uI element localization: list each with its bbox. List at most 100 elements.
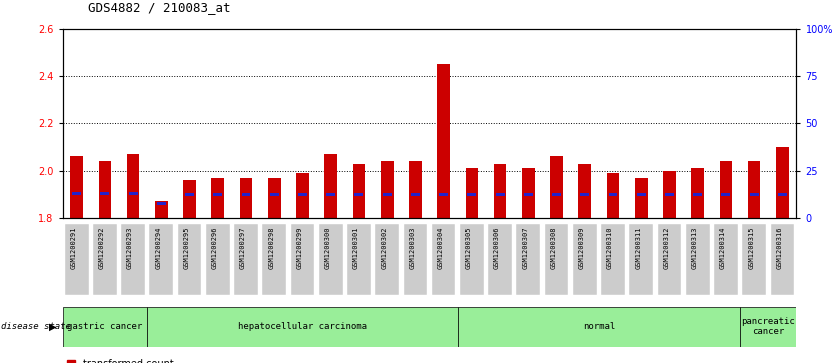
Bar xyxy=(324,154,337,218)
FancyBboxPatch shape xyxy=(148,307,458,347)
Bar xyxy=(467,193,476,196)
FancyBboxPatch shape xyxy=(740,307,796,347)
Bar xyxy=(155,201,168,218)
Bar xyxy=(185,193,194,196)
FancyBboxPatch shape xyxy=(319,224,343,295)
Bar xyxy=(98,161,111,218)
Text: GSM1200301: GSM1200301 xyxy=(353,226,359,269)
Text: normal: normal xyxy=(583,322,615,331)
Bar xyxy=(721,193,731,196)
Text: GSM1200307: GSM1200307 xyxy=(522,226,528,269)
Bar xyxy=(748,161,761,218)
Bar xyxy=(100,192,109,195)
Text: GSM1200302: GSM1200302 xyxy=(381,226,387,269)
Bar xyxy=(635,178,647,218)
Bar xyxy=(383,193,392,196)
Text: disease state: disease state xyxy=(1,322,71,331)
Bar xyxy=(127,154,139,218)
FancyBboxPatch shape xyxy=(545,224,569,295)
Text: GSM1200306: GSM1200306 xyxy=(494,226,500,269)
Bar xyxy=(437,64,450,218)
FancyBboxPatch shape xyxy=(347,224,371,295)
Bar xyxy=(691,168,704,218)
FancyBboxPatch shape xyxy=(149,224,173,295)
Bar xyxy=(580,193,589,196)
Bar xyxy=(776,147,789,218)
Text: GSM1200309: GSM1200309 xyxy=(579,226,585,269)
Text: GDS4882 / 210083_at: GDS4882 / 210083_at xyxy=(88,1,230,15)
Bar xyxy=(70,156,83,218)
FancyBboxPatch shape xyxy=(686,224,710,295)
Bar xyxy=(268,178,280,218)
Bar xyxy=(270,193,279,196)
Text: GSM1200310: GSM1200310 xyxy=(607,226,613,269)
FancyBboxPatch shape xyxy=(178,224,202,295)
Text: hepatocellular carcinoma: hepatocellular carcinoma xyxy=(238,322,367,331)
FancyBboxPatch shape xyxy=(375,224,399,295)
Bar xyxy=(693,193,702,196)
Bar xyxy=(494,163,506,218)
Text: GSM1200305: GSM1200305 xyxy=(466,226,472,269)
Text: GSM1200311: GSM1200311 xyxy=(636,226,641,269)
Bar xyxy=(609,193,617,196)
Bar xyxy=(157,202,166,205)
Text: GSM1200299: GSM1200299 xyxy=(296,226,303,269)
FancyBboxPatch shape xyxy=(657,224,681,295)
Text: pancreatic
cancer: pancreatic cancer xyxy=(741,317,795,337)
FancyBboxPatch shape xyxy=(488,224,512,295)
FancyBboxPatch shape xyxy=(630,224,653,295)
Bar xyxy=(354,193,364,196)
FancyBboxPatch shape xyxy=(771,224,794,295)
Text: GSM1200291: GSM1200291 xyxy=(71,226,77,269)
FancyBboxPatch shape xyxy=(432,224,455,295)
Bar xyxy=(495,193,505,196)
Bar xyxy=(326,193,335,196)
FancyBboxPatch shape xyxy=(742,224,766,295)
Bar xyxy=(665,193,674,196)
Bar xyxy=(524,193,533,196)
Text: GSM1200303: GSM1200303 xyxy=(409,226,415,269)
Text: GSM1200315: GSM1200315 xyxy=(748,226,754,269)
Bar xyxy=(440,193,448,196)
FancyBboxPatch shape xyxy=(65,224,88,295)
Bar xyxy=(409,161,422,218)
Text: GSM1200300: GSM1200300 xyxy=(324,226,331,269)
Bar xyxy=(298,193,307,196)
Text: GSM1200294: GSM1200294 xyxy=(155,226,161,269)
Text: GSM1200296: GSM1200296 xyxy=(212,226,218,269)
Text: GSM1200292: GSM1200292 xyxy=(99,226,105,269)
Text: GSM1200308: GSM1200308 xyxy=(550,226,556,269)
Bar xyxy=(353,163,365,218)
Bar xyxy=(73,192,81,195)
Bar xyxy=(381,161,394,218)
Bar xyxy=(606,173,620,218)
Bar xyxy=(411,193,420,196)
Bar xyxy=(183,180,196,218)
FancyBboxPatch shape xyxy=(404,224,427,295)
Bar xyxy=(750,193,759,196)
Bar xyxy=(778,193,786,196)
Bar xyxy=(214,193,222,196)
Text: gastric cancer: gastric cancer xyxy=(68,322,143,331)
Text: GSM1200304: GSM1200304 xyxy=(438,226,444,269)
FancyBboxPatch shape xyxy=(714,224,738,295)
FancyBboxPatch shape xyxy=(263,224,286,295)
Bar xyxy=(465,168,478,218)
Bar xyxy=(522,168,535,218)
Bar xyxy=(128,192,138,195)
FancyBboxPatch shape xyxy=(573,224,596,295)
Bar xyxy=(212,178,224,218)
FancyBboxPatch shape xyxy=(458,307,740,347)
Text: GSM1200312: GSM1200312 xyxy=(663,226,670,269)
Bar xyxy=(296,173,309,218)
Text: GSM1200314: GSM1200314 xyxy=(720,226,726,269)
FancyBboxPatch shape xyxy=(460,224,484,295)
Text: GSM1200297: GSM1200297 xyxy=(240,226,246,269)
Text: GSM1200293: GSM1200293 xyxy=(127,226,133,269)
Bar xyxy=(550,156,563,218)
FancyBboxPatch shape xyxy=(121,224,145,295)
Bar xyxy=(720,161,732,218)
Bar xyxy=(637,193,646,196)
Bar xyxy=(579,163,591,218)
Text: GSM1200313: GSM1200313 xyxy=(691,226,698,269)
